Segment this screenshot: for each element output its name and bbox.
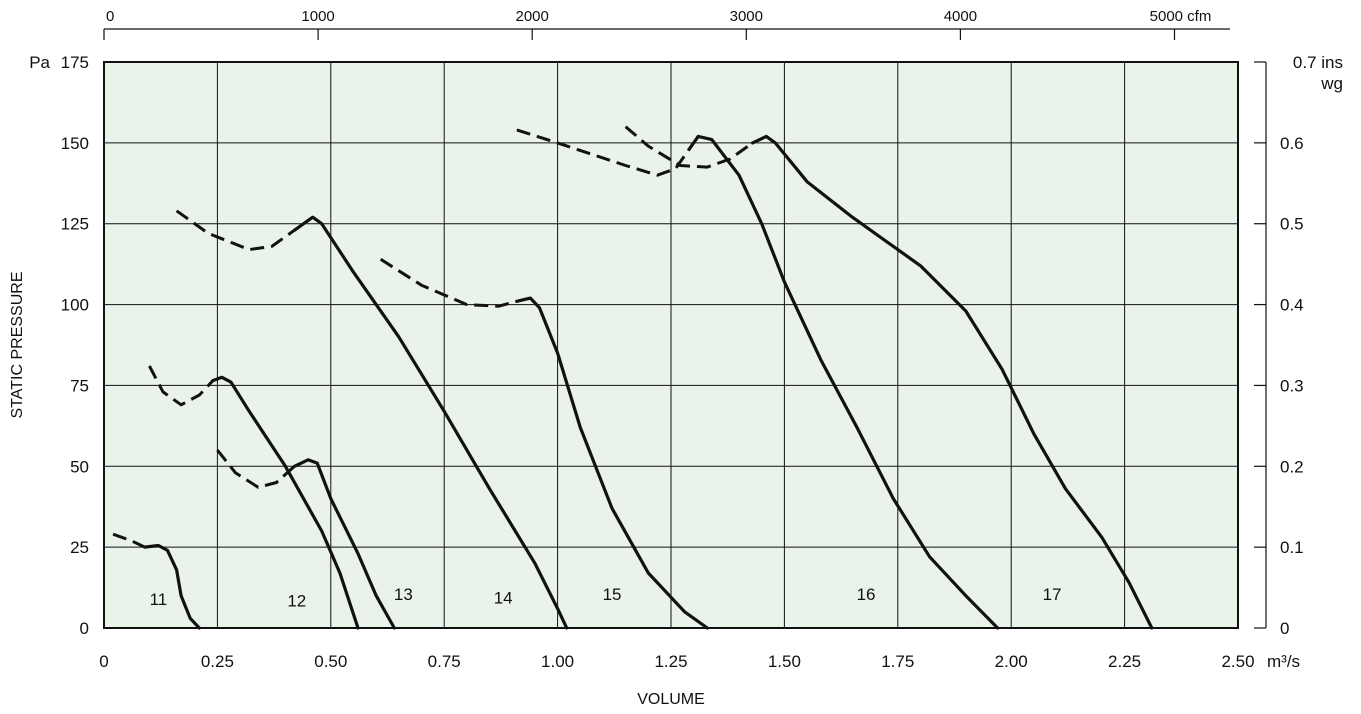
- curve-solid-segment: [687, 134, 1000, 630]
- fan-curve-12: [148, 365, 360, 630]
- curve-label: 12: [287, 592, 306, 611]
- curve-solid-segment: [515, 296, 709, 630]
- y-tick-label: 125: [61, 215, 89, 234]
- curve-label: 17: [1043, 585, 1062, 604]
- x-axis-title: VOLUME: [637, 691, 705, 708]
- top-tick-label: 4000: [944, 8, 977, 25]
- left-axis: 0 25 50 75 100 125 150 175: [61, 53, 89, 638]
- top-axis: 0 1000 2000 3000 4000 5000 cfm: [103, 8, 1230, 40]
- curve-label: 14: [494, 588, 513, 607]
- plot-frame: [103, 61, 1239, 629]
- curves: [112, 125, 1154, 630]
- x-tick-label: 0.50: [314, 652, 347, 671]
- right-axis: 0 0.1 0.2 0.3 0.4 0.5 0.6: [1254, 61, 1304, 638]
- top-tick-label: 2000: [516, 8, 549, 25]
- curve-label: 16: [857, 585, 876, 604]
- curve-label: 13: [394, 585, 413, 604]
- y-tick-label: 0: [80, 619, 89, 638]
- right-unit-label-line2: wg: [1320, 74, 1343, 93]
- curve-labels: 11 12 13 14 15 16 17: [150, 585, 1062, 610]
- curve-label: 15: [603, 585, 622, 604]
- fan-curve-17: [624, 125, 1154, 630]
- right-tick-label: 0.5: [1280, 215, 1304, 234]
- y-tick-label: 50: [70, 457, 89, 476]
- x-tick-label: 1.00: [541, 652, 574, 671]
- curve-dashed-segment: [624, 125, 754, 169]
- x-tick-label: 0.25: [201, 652, 234, 671]
- y-tick-label: 175: [61, 53, 89, 72]
- curve-dashed-segment: [379, 258, 518, 308]
- curve-dashed-segment: [112, 532, 146, 549]
- curve-solid-segment: [292, 215, 569, 630]
- top-tick-label: 3000: [730, 8, 763, 25]
- right-tick-label: 0: [1280, 619, 1289, 638]
- fan-curve-11: [112, 532, 201, 630]
- fan-curve-13: [216, 449, 396, 630]
- x-tick-label: 2.50: [1221, 652, 1254, 671]
- bottom-axis: 0 0.25 0.50 0.75 1.00 1.25 1.50 1.75 2.00 2.25 2.5…: [99, 652, 1254, 671]
- x-unit-label: m³/s: [1267, 652, 1300, 671]
- y-tick-label: 25: [70, 538, 89, 557]
- curve-solid-segment: [292, 458, 396, 630]
- right-tick-label: 0.4: [1280, 296, 1304, 315]
- curve-solid-segment: [211, 375, 360, 630]
- x-tick-label: 1.50: [768, 652, 801, 671]
- curve-label: 11: [150, 590, 168, 609]
- top-tick-label: 0: [106, 8, 114, 25]
- x-tick-label: 0.75: [428, 652, 461, 671]
- top-tick-label: 5000 cfm: [1150, 8, 1212, 25]
- x-tick-label: 1.75: [881, 652, 914, 671]
- fan-curve-14: [175, 209, 569, 630]
- y-tick-label: 150: [61, 134, 89, 153]
- curve-dashed-segment: [175, 209, 296, 252]
- x-tick-label: 0: [99, 652, 108, 671]
- right-tick-label: 0.1: [1280, 538, 1304, 557]
- y-tick-label: 75: [70, 376, 89, 395]
- x-tick-label: 1.25: [654, 652, 687, 671]
- right-tick-label: 0.6: [1280, 134, 1304, 153]
- curve-solid-segment: [751, 134, 1154, 630]
- x-tick-label: 2.25: [1108, 652, 1141, 671]
- right-tick-label: 0.3: [1280, 376, 1304, 395]
- top-tick-label: 1000: [301, 8, 334, 25]
- curve-dashed-segment: [148, 365, 214, 407]
- y-axis-title: STATIC PRESSURE: [9, 272, 26, 419]
- curve-solid-segment: [143, 543, 201, 630]
- y-unit-label: Pa: [29, 53, 50, 72]
- fan-curve-15: [379, 258, 709, 630]
- curve-dashed-segment: [216, 449, 296, 489]
- grid-lines: [104, 62, 1238, 628]
- right-tick-label: 0.2: [1280, 457, 1304, 476]
- y-tick-label: 100: [61, 296, 89, 315]
- right-unit-label-line1: 0.7 ins: [1293, 53, 1343, 72]
- x-tick-label: 2.00: [995, 652, 1028, 671]
